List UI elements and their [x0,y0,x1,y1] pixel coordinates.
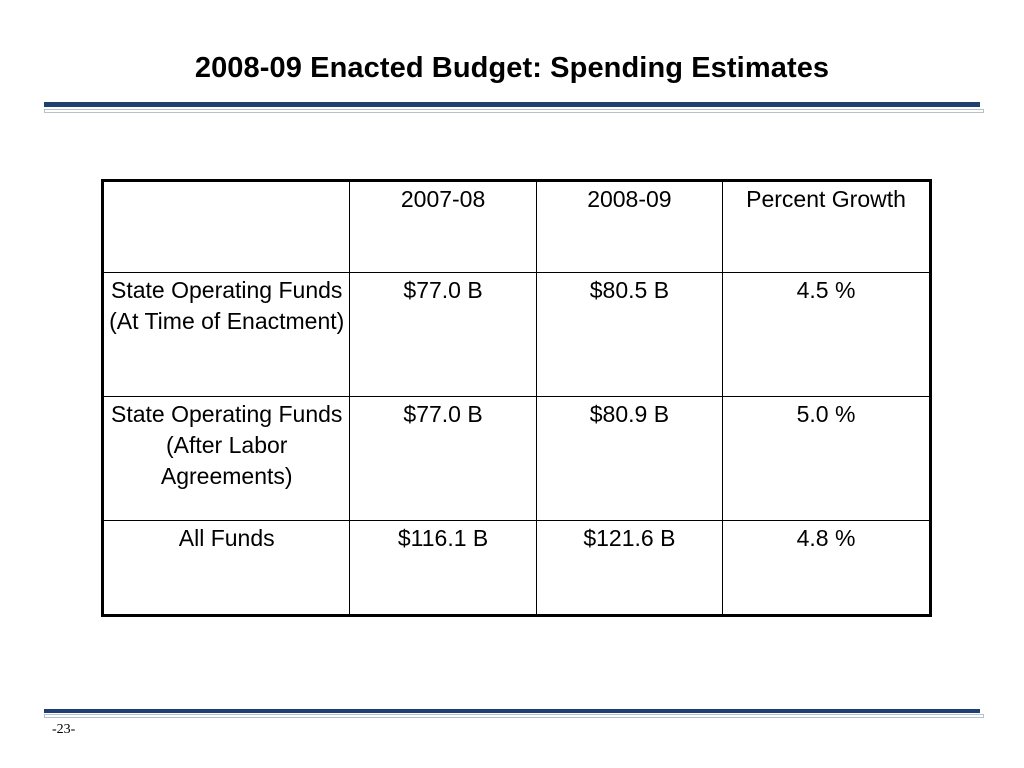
spending-estimates-table: 2007-08 2008-09 Percent Growth State Ope… [101,179,932,617]
value-2008-09: $80.9 B [535,396,724,521]
table-header-row: 2007-08 2008-09 Percent Growth [101,180,931,273]
slide-title: 2008-09 Enacted Budget: Spending Estimat… [194,52,830,84]
value-percent-growth: 5.0 % [722,396,931,521]
table-row: State Operating Funds (At Time of Enactm… [101,272,931,397]
header-rule-thin [44,109,984,113]
row-label: State Operating Funds (After Labor Agree… [101,396,351,521]
footer-rule-thin [44,714,984,718]
header-rule [44,102,980,107]
header-cell-empty [101,180,351,273]
value-2007-08: $77.0 B [349,396,537,521]
footer-rule [44,709,980,713]
header-cell-percent-growth: Percent Growth [722,180,931,273]
value-2008-09: $80.5 B [535,272,724,397]
table-row: All Funds $116.1 B $121.6 B 4.8 % [101,520,931,616]
value-percent-growth: 4.5 % [722,272,931,397]
header-cell-2007-08: 2007-08 [349,180,537,273]
table-row: State Operating Funds (After Labor Agree… [101,396,931,521]
value-2008-09: $121.6 B [535,520,724,616]
page-number: -23- [52,722,76,737]
value-2007-08: $77.0 B [349,272,537,397]
value-2007-08: $116.1 B [349,520,537,616]
row-label: All Funds [101,520,351,616]
value-percent-growth: 4.8 % [722,520,931,616]
row-label: State Operating Funds (At Time of Enactm… [101,272,351,397]
header-cell-2008-09: 2008-09 [535,180,724,273]
